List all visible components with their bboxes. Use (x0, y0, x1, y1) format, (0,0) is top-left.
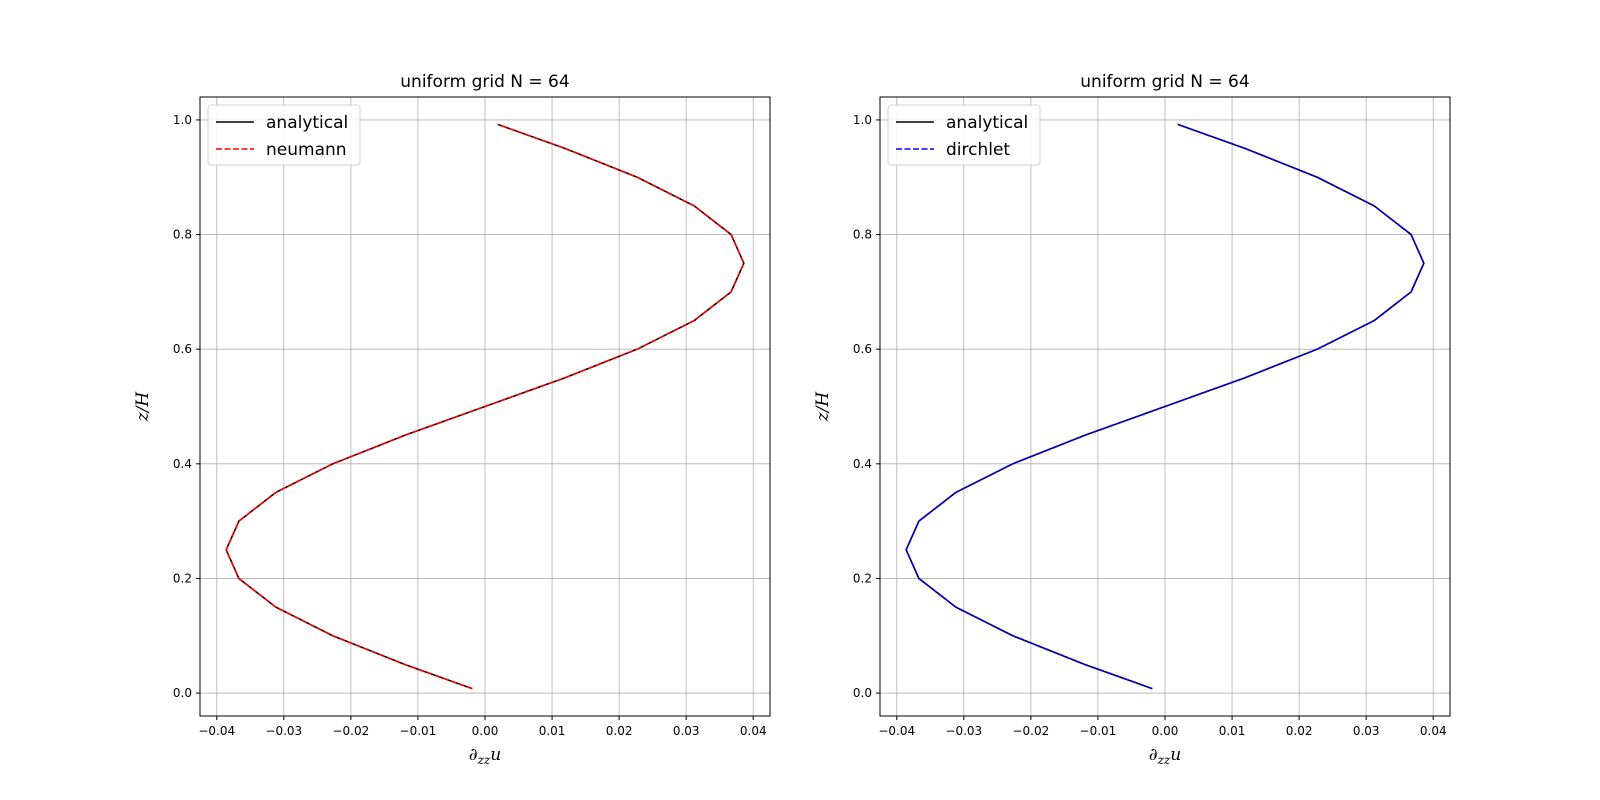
y-tick-label: 0.6 (173, 342, 192, 356)
legend: analytical neumann (207, 104, 361, 166)
x-tick-label: 0.03 (1353, 724, 1380, 738)
y-tick-label: 0.8 (853, 228, 872, 242)
y-tick-label: 0.2 (853, 571, 872, 585)
x-tick-label: −0.02 (332, 724, 369, 738)
series-line-neumann (225, 123, 745, 690)
y-tick-label: 0.6 (853, 342, 872, 356)
x-tick-label: −0.01 (400, 724, 437, 738)
x-tick-label: 0.04 (1420, 724, 1447, 738)
y-tick-label: 0.8 (173, 228, 192, 242)
series-line-dirchlet (905, 123, 1425, 690)
y-axis-label: z/H (133, 391, 153, 423)
x-tick-label: 0.00 (472, 724, 499, 738)
x-tick-label: 0.01 (1219, 724, 1246, 738)
legend-box (887, 104, 1041, 166)
x-axis-label: ∂zzu (469, 745, 501, 767)
x-tick-label: −0.01 (1080, 724, 1117, 738)
x-tick-label: −0.03 (945, 724, 982, 738)
x-tick-label: 0.00 (1152, 724, 1179, 738)
legend: analytical dirchlet (887, 104, 1041, 166)
x-tick-label: 0.02 (606, 724, 633, 738)
legend-label-dirchlet: dirchlet (946, 140, 1010, 160)
chart-title: uniform grid N = 64 (1080, 72, 1249, 92)
y-tick-label: 0.4 (853, 457, 872, 471)
x-axis-label: ∂zzu (1149, 745, 1181, 767)
y-tick-label: 0.2 (173, 571, 192, 585)
chart-panel-1: −0.04 −0.03 −0.02 −0.01 0.00 0.01 0.02 0.03 0.04… (133, 72, 771, 767)
y-tick-label: 0.0 (853, 686, 872, 700)
legend-label-neumann: neumann (266, 140, 347, 160)
y-tick-label: 1.0 (173, 113, 192, 127)
chart-title: uniform grid N = 64 (400, 72, 569, 92)
chart-panel-2: −0.04 −0.03 −0.02 −0.01 0.00 0.01 0.02 0.03 0.04… (813, 72, 1451, 767)
x-tick-label: 0.02 (1286, 724, 1313, 738)
y-tick-label: 0.0 (173, 686, 192, 700)
legend-box (207, 104, 361, 166)
legend-label-analytical: analytical (266, 113, 348, 133)
y-tick-label: 0.4 (173, 457, 192, 471)
y-tick-label: 1.0 (853, 113, 872, 127)
y-axis-label: z/H (813, 391, 833, 423)
x-tick-label: 0.03 (673, 724, 700, 738)
x-tick-label: −0.02 (1012, 724, 1049, 738)
x-tick-label: −0.04 (878, 724, 915, 738)
x-tick-label: 0.01 (539, 724, 566, 738)
x-tick-label: 0.04 (740, 724, 767, 738)
legend-label-analytical: analytical (946, 113, 1028, 133)
x-tick-label: −0.03 (265, 724, 302, 738)
x-tick-label: −0.04 (198, 724, 235, 738)
